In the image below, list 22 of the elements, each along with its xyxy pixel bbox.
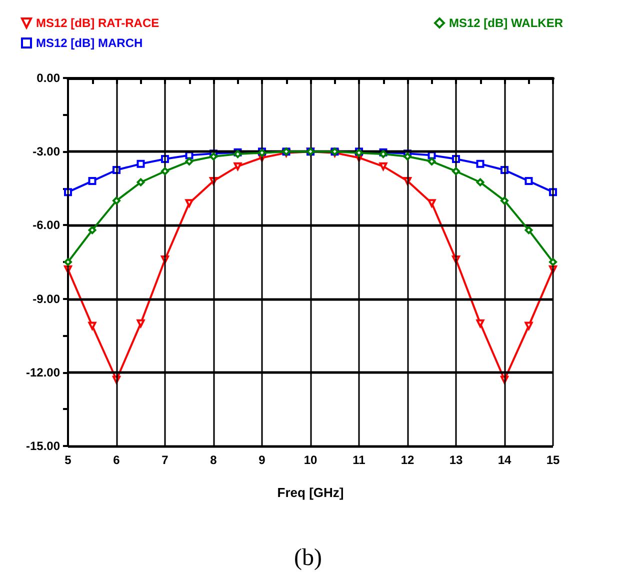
x-tick-label: 14 <box>498 453 512 467</box>
y-tick-label: 0.00 <box>36 71 60 85</box>
y-tick-label: -9.00 <box>32 292 60 306</box>
legend-label: MS12 [dB] MARCH <box>36 36 143 50</box>
x-tick-label: 5 <box>64 453 72 467</box>
x-tick-label: 15 <box>546 453 560 467</box>
x-tick-label: 10 <box>304 453 318 467</box>
x-tick-label: 6 <box>113 453 120 467</box>
x-tick-label: 9 <box>258 453 266 467</box>
x-axis-title: Freq [GHz] <box>277 485 344 500</box>
x-tick-label: 12 <box>400 453 414 467</box>
x-tick-label: 7 <box>162 453 169 467</box>
legend-label: MS12 [dB] RAT-RACE <box>36 16 160 30</box>
legend-label: MS12 [dB] WALKER <box>449 16 564 30</box>
x-tick-label: 11 <box>352 453 366 467</box>
x-tick-label: 13 <box>449 453 463 467</box>
y-tick-label: -6.00 <box>32 218 60 232</box>
y-tick-label: -12.00 <box>26 365 60 380</box>
x-tick-label: 8 <box>210 453 218 467</box>
text: (b) <box>294 545 322 571</box>
y-tick-label: -15.00 <box>26 439 60 453</box>
y-tick-label: -3.00 <box>32 144 60 159</box>
